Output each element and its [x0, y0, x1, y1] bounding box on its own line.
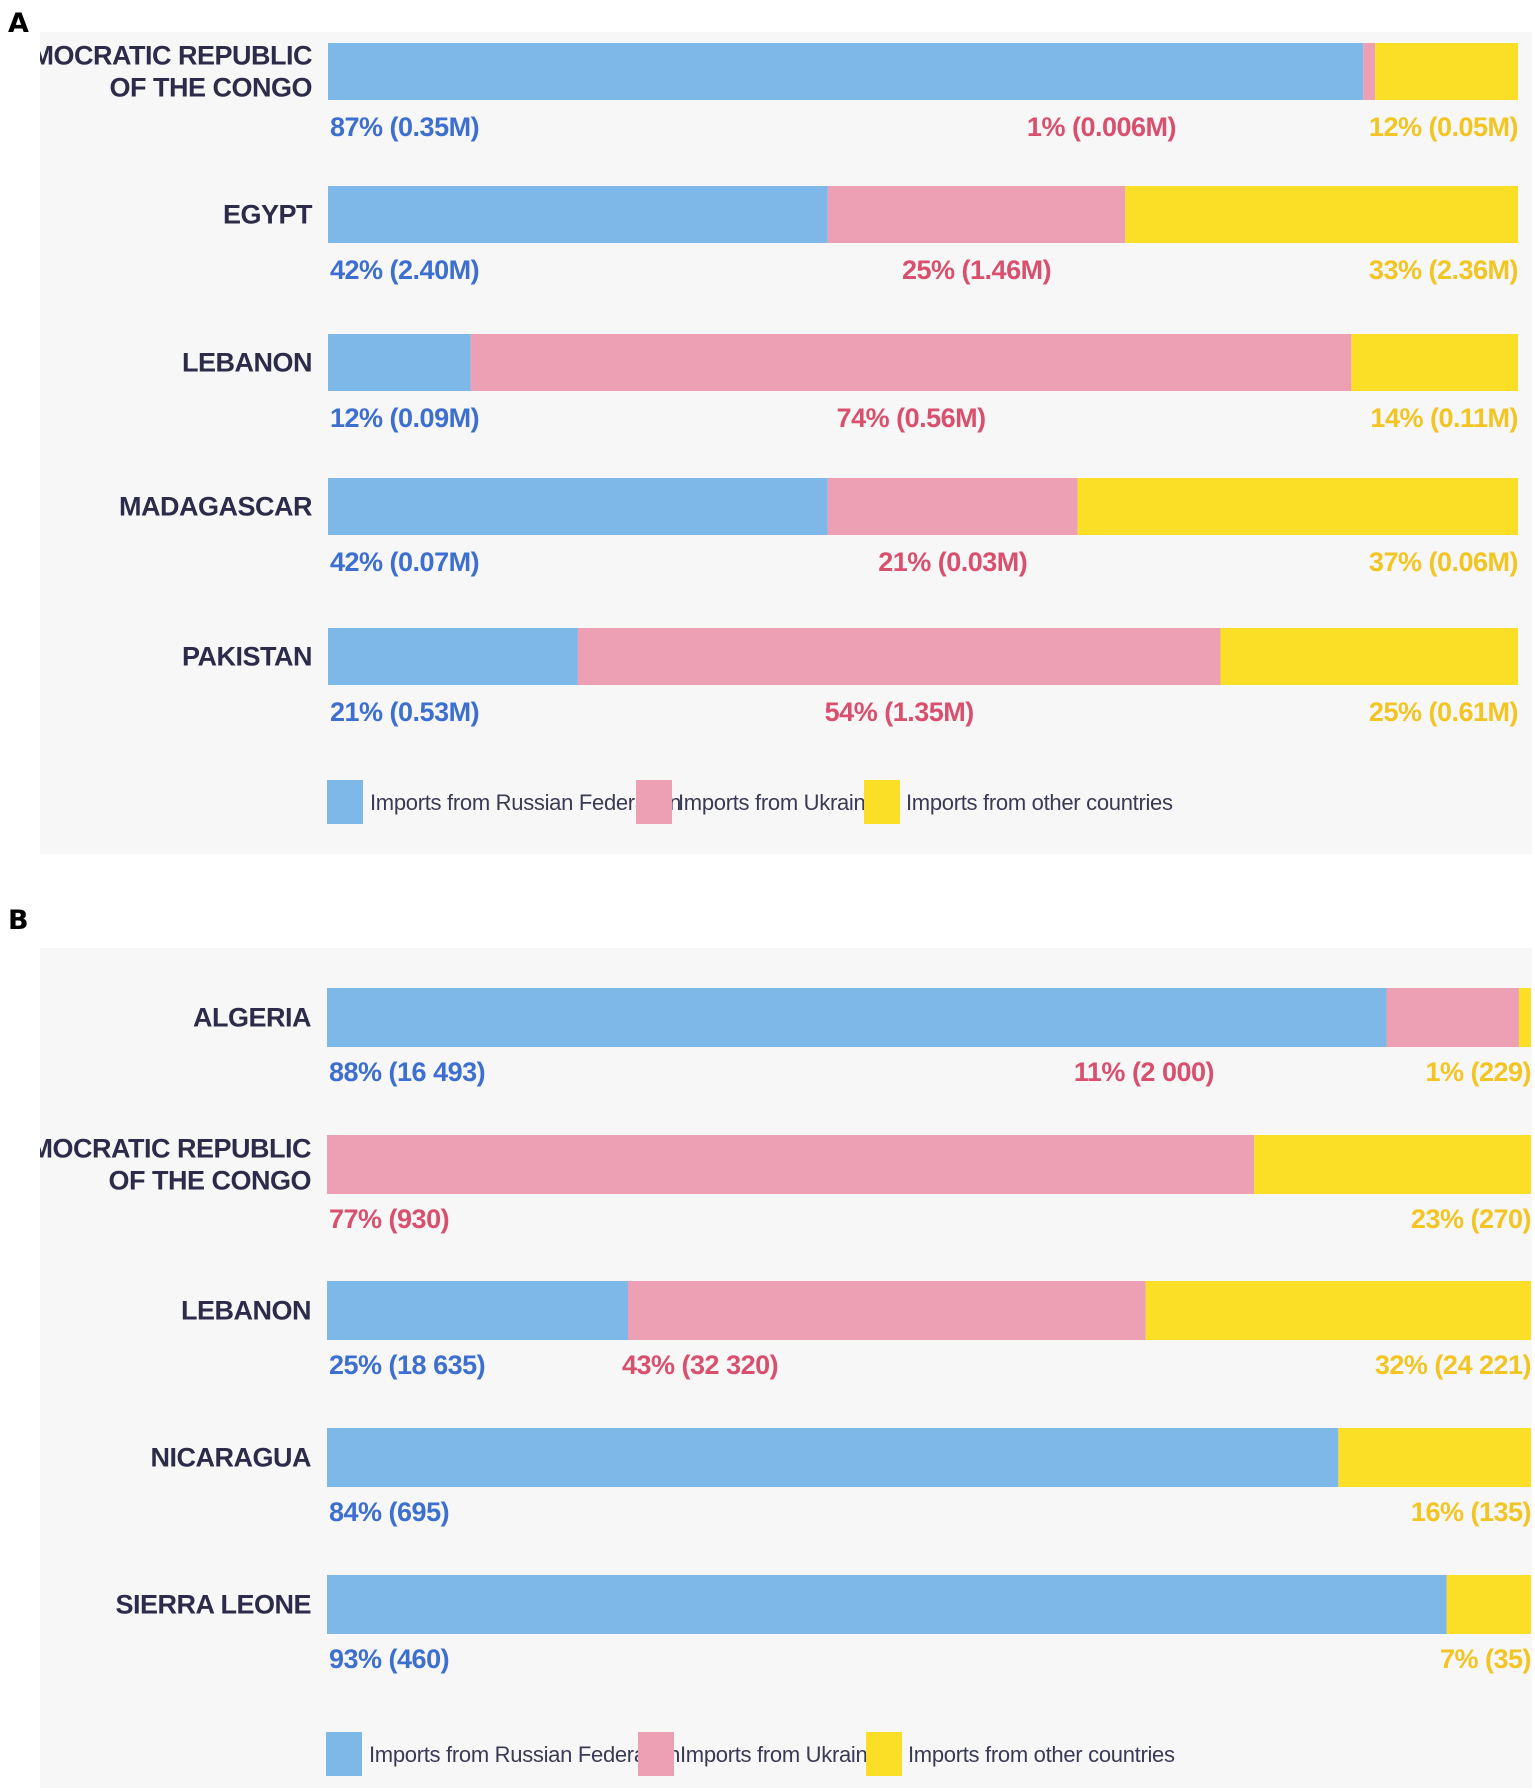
country-label-b-3: NICARAGUA — [151, 1443, 312, 1473]
bar-a-1-other — [1125, 186, 1518, 243]
country-label-b-1-line0: DEMOCRATIC REPUBLIC — [40, 1134, 311, 1164]
bar-a-4-ukraine — [577, 628, 1221, 685]
bar-b-1-other — [1254, 1135, 1531, 1194]
value-label-a-3-russia: 42% (0.07M) — [330, 547, 479, 577]
bar-b-4-other — [1446, 1575, 1531, 1634]
bar-a-4-russia — [328, 628, 578, 685]
value-label-b-4-russia: 93% (460) — [329, 1644, 449, 1674]
country-label-a-1: EGYPT — [223, 200, 313, 230]
country-label-a-4: PAKISTAN — [182, 642, 312, 672]
country-label-a-2: LEBANON — [182, 348, 312, 378]
legend-swatch-a-other — [864, 780, 900, 824]
bar-a-2-ukraine — [470, 334, 1352, 391]
value-label-a-0-russia: 87% (0.35M) — [330, 112, 479, 142]
value-label-b-2-ukraine: 43% (32 320) — [622, 1350, 778, 1380]
country-label-b-2: LEBANON — [181, 1296, 311, 1326]
value-label-a-1-ukraine: 25% (1.46M) — [902, 255, 1051, 285]
legend-swatch-a-russia — [327, 780, 363, 824]
bar-b-3-other — [1338, 1428, 1531, 1487]
value-label-b-0-russia: 88% (16 493) — [329, 1057, 485, 1087]
bar-b-2-ukraine — [628, 1281, 1146, 1340]
legend-label-b-other: Imports from other countries — [908, 1742, 1175, 1767]
bar-b-2-other — [1145, 1281, 1531, 1340]
bar-b-0-ukraine — [1386, 988, 1519, 1047]
country-label-b-0: ALGERIA — [193, 1003, 311, 1033]
legend-label-b-russia: Imports from Russian Federation — [369, 1742, 680, 1767]
country-label-b-4: SIERRA LEONE — [115, 1590, 311, 1620]
value-label-b-1-other: 23% (270) — [1411, 1204, 1531, 1234]
value-label-b-3-other: 16% (135) — [1411, 1497, 1531, 1527]
value-label-a-3-ukraine: 21% (0.03M) — [878, 547, 1027, 577]
legend-label-b-ukraine: Imports from Ukraine — [680, 1742, 879, 1767]
value-label-a-2-russia: 12% (0.09M) — [330, 403, 479, 433]
bar-b-0-other — [1518, 988, 1531, 1047]
bar-b-1-ukraine — [327, 1135, 1255, 1194]
value-label-b-2-other: 32% (24 221) — [1375, 1350, 1531, 1380]
panel-b: ALGERIA 88% (16 493) 11% (2 000) 1% (229) DE… — [40, 948, 1532, 1788]
value-label-a-4-other: 25% (0.61M) — [1369, 697, 1518, 727]
bar-a-0-other — [1375, 43, 1518, 100]
bar-b-4-russia — [327, 1575, 1447, 1634]
bar-a-1-russia — [328, 186, 828, 243]
value-label-a-0-other: 12% (0.05M) — [1369, 112, 1518, 142]
country-label-a-0-line0: DEMOCRATIC REPUBLIC — [40, 41, 312, 71]
legend-swatch-b-ukraine — [638, 1732, 674, 1776]
legend-label-a-russia: Imports from Russian Federation — [370, 790, 681, 815]
bar-b-0-russia — [327, 988, 1387, 1047]
value-label-b-1-ukraine: 77% (930) — [329, 1204, 449, 1234]
bar-a-0-ukraine — [1363, 43, 1376, 100]
legend-label-a-ukraine: Imports from Ukraine — [678, 790, 877, 815]
value-label-a-4-russia: 21% (0.53M) — [330, 697, 479, 727]
value-label-a-2-ukraine: 74% (0.56M) — [837, 403, 986, 433]
bar-a-3-other — [1077, 478, 1518, 535]
bar-a-2-other — [1351, 334, 1518, 391]
value-label-b-4-other: 7% (35) — [1440, 1644, 1531, 1674]
bar-a-4-other — [1220, 628, 1518, 685]
value-label-b-3-russia: 84% (695) — [329, 1497, 449, 1527]
value-label-b-0-ukraine: 11% (2 000) — [1074, 1057, 1214, 1087]
value-label-b-0-other: 1% (229) — [1425, 1057, 1531, 1087]
country-label-a-3: MADAGASCAR — [119, 492, 312, 522]
bar-a-3-russia — [328, 478, 828, 535]
value-label-a-4-ukraine: 54% (1.35M) — [825, 697, 974, 727]
legend-swatch-b-russia — [326, 1732, 362, 1776]
country-label-a-0-line1: OF THE CONGO — [110, 73, 313, 103]
legend-swatch-a-ukraine — [636, 780, 672, 824]
value-label-a-0-ukraine: 1% (0.006M) — [1027, 112, 1176, 142]
value-label-a-2-other: 14% (0.11M) — [1370, 403, 1518, 433]
value-label-a-1-other: 33% (2.36M) — [1369, 255, 1518, 285]
value-label-a-1-russia: 42% (2.40M) — [330, 255, 479, 285]
bar-a-3-ukraine — [827, 478, 1078, 535]
bar-a-1-ukraine — [827, 186, 1126, 243]
bar-b-2-russia — [327, 1281, 628, 1340]
value-label-b-2-russia: 25% (18 635) — [329, 1350, 485, 1380]
chart-b: ALGERIA 88% (16 493) 11% (2 000) 1% (229) DE… — [40, 988, 1532, 1776]
panel-letter-a: A — [8, 8, 29, 39]
bar-a-0-russia — [328, 43, 1364, 100]
panel-letter-b: B — [8, 905, 29, 936]
bar-a-2-russia — [328, 334, 471, 391]
value-label-a-3-other: 37% (0.06M) — [1369, 547, 1518, 577]
country-label-b-1-line1: OF THE CONGO — [109, 1166, 312, 1196]
legend-label-a-other: Imports from other countries — [906, 790, 1173, 815]
bar-b-3-russia — [327, 1428, 1339, 1487]
legend-swatch-b-other — [866, 1732, 902, 1776]
